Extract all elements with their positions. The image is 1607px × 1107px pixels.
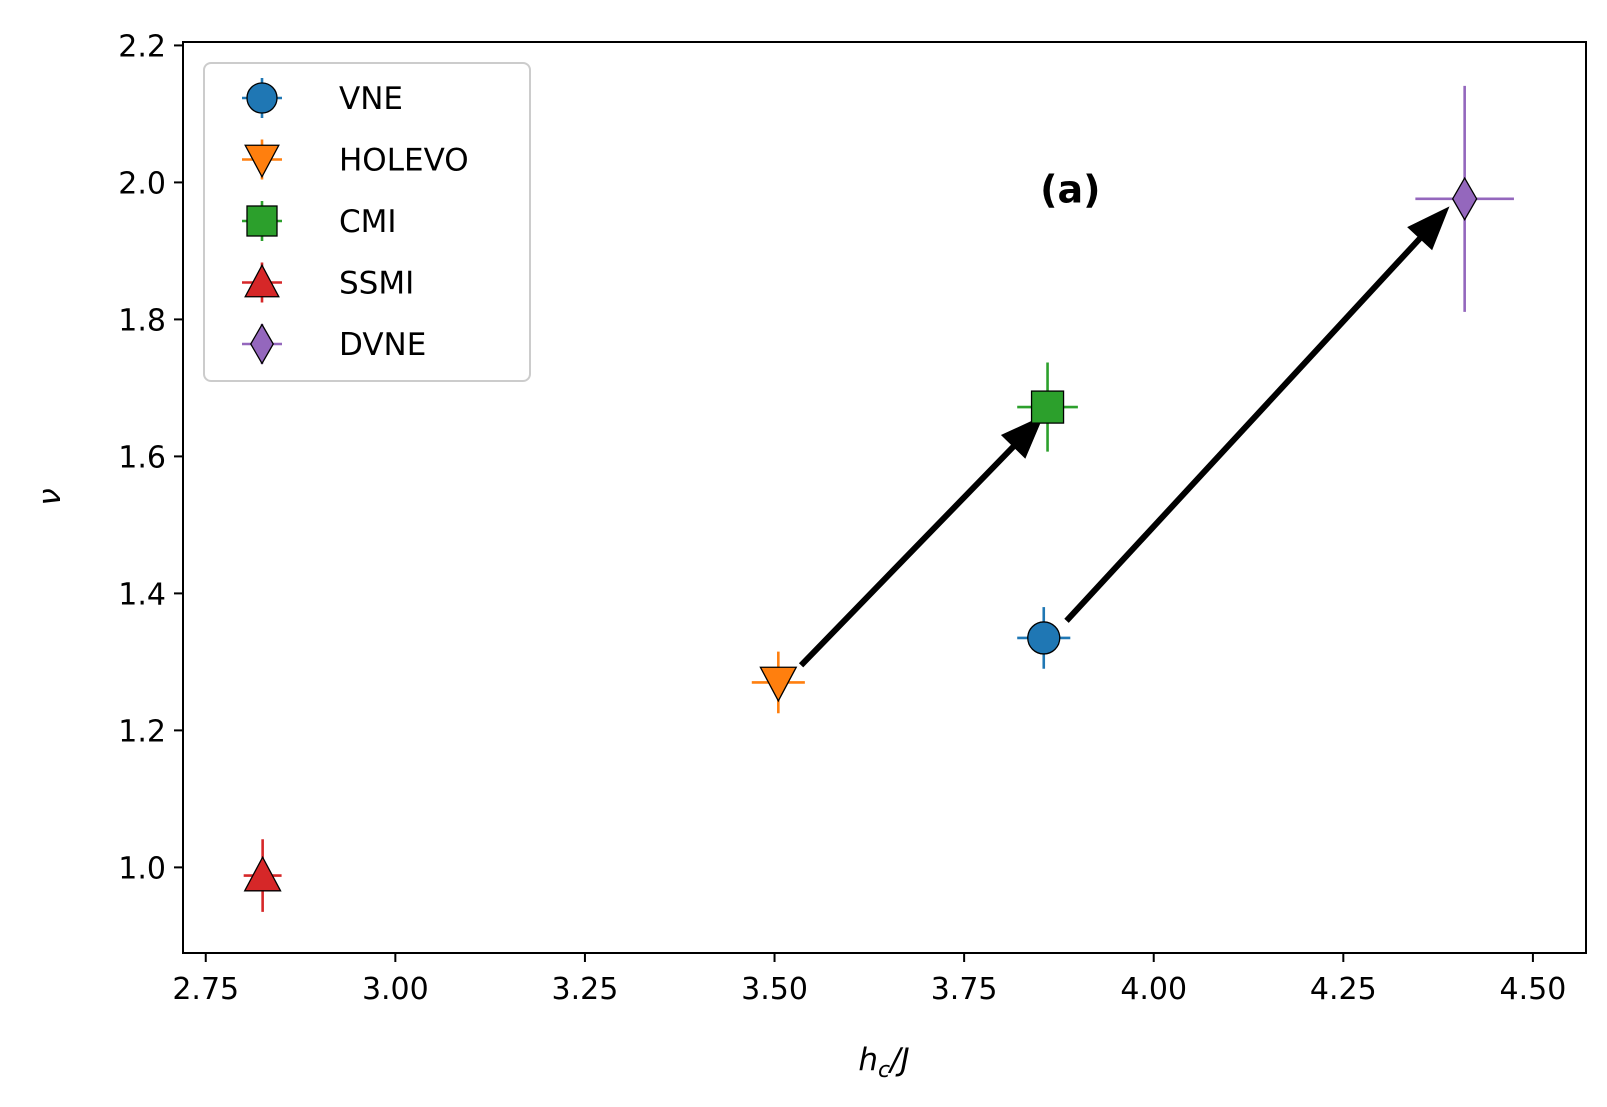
y-tick-label: 2.2 xyxy=(118,29,166,64)
series-dvne xyxy=(1415,85,1514,312)
legend-label: VNE xyxy=(339,81,403,117)
legend-item-dvne: DVNE xyxy=(242,323,426,365)
y-tick-label: 1.2 xyxy=(118,714,166,749)
x-axis-label: hc/J xyxy=(858,1042,909,1083)
arrow-head xyxy=(1407,206,1450,251)
y-tick-label: 1.0 xyxy=(118,851,166,886)
legend-item-cmi: CMI xyxy=(242,201,397,241)
y-tick-label: 1.8 xyxy=(118,303,166,338)
legend-marker xyxy=(244,144,280,179)
data-point xyxy=(1030,390,1065,424)
arrows xyxy=(798,206,1450,668)
legend-marker xyxy=(244,263,280,298)
arrow-shaft xyxy=(1064,235,1424,623)
legend-marker xyxy=(249,323,275,365)
data-point xyxy=(1027,621,1061,655)
x-axis: 2.75 3.00 3.25 3.50 3.75 4.00 4.25 4.50 xyxy=(172,953,1566,1007)
arrow-head xyxy=(1000,415,1044,459)
x-tick-label: 4.50 xyxy=(1500,972,1567,1007)
legend-item-vne: VNE xyxy=(242,78,403,118)
data-point xyxy=(1451,176,1478,221)
x-tick-label: 3.50 xyxy=(741,972,808,1007)
legend-item-holevo: HOLEVO xyxy=(242,139,469,180)
series-holevo xyxy=(751,651,805,714)
legend: VNE HOLEVO CMI SSMI DVNE xyxy=(203,62,531,382)
legend-label: CMI xyxy=(339,204,397,240)
x-tick-label: 3.00 xyxy=(362,972,429,1007)
y-tick-label: 1.6 xyxy=(118,440,166,475)
arrow-shaft xyxy=(798,443,1017,668)
series-vne xyxy=(1017,607,1071,669)
panel-label: (a) xyxy=(1040,167,1100,211)
x-tick-label: 3.25 xyxy=(552,972,619,1007)
series-ssmi xyxy=(243,839,282,912)
y-tick-label: 1.4 xyxy=(118,577,166,612)
legend-item-ssmi: SSMI xyxy=(242,262,414,303)
series-cmi xyxy=(1017,362,1078,452)
legend-label: SSMI xyxy=(339,266,414,302)
data-point xyxy=(243,855,282,892)
legend-marker xyxy=(246,205,278,237)
arrow xyxy=(798,415,1044,668)
legend-label: HOLEVO xyxy=(339,143,469,179)
legend-label: DVNE xyxy=(339,327,426,363)
arrow xyxy=(1064,206,1450,623)
x-tick-label: 4.25 xyxy=(1310,972,1377,1007)
y-tick-label: 2.0 xyxy=(118,166,166,201)
legend-marker xyxy=(246,82,278,114)
data-points xyxy=(243,85,1514,912)
legend-frame xyxy=(203,62,531,382)
y-axis: 1.0 1.2 1.4 1.6 1.8 2.0 2.2 xyxy=(118,29,183,886)
x-tick-label: 4.00 xyxy=(1120,972,1187,1007)
x-tick-label: 3.75 xyxy=(931,972,998,1007)
x-tick-label: 2.75 xyxy=(172,972,239,1007)
data-point xyxy=(759,666,798,703)
y-axis-label: ν xyxy=(32,488,68,505)
